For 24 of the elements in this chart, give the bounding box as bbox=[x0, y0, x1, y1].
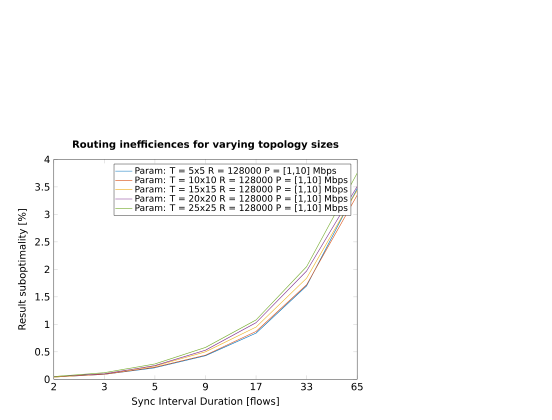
y-tick-label: 2 bbox=[44, 265, 50, 273]
legend-label: Param: T = 5x5 R = 128000 P = [1,10] Mbps bbox=[135, 166, 336, 176]
y-tick-label: 1 bbox=[45, 320, 50, 328]
chart-title: Routing inefficiences for varying topology sizes bbox=[73, 140, 338, 150]
legend-label: Param: T = 20x20 R = 128000 P = [1,10] Mbps bbox=[135, 194, 348, 204]
y-tick-label: 3.5 bbox=[35, 182, 50, 190]
y-tick-label: 4 bbox=[44, 156, 50, 163]
x-tick-label: 5 bbox=[152, 382, 158, 390]
legend-label: Param: T = 10x10 R = 128000 P = [1,10] Mbps bbox=[135, 176, 348, 185]
x-axis-title: Sync Interval Duration [flows] bbox=[132, 397, 279, 407]
y-tick-label: 0 bbox=[44, 375, 50, 383]
y-tick-label: 3 bbox=[44, 210, 50, 218]
y-axis-title: Result suboptimality [%] bbox=[18, 208, 28, 330]
x-tick-label: 3 bbox=[102, 382, 107, 390]
legend-label: Param: T = 15x15 R = 128000 P = [1,10] Mbps bbox=[135, 185, 348, 194]
x-tick-label: 2 bbox=[51, 382, 56, 390]
x-tick-label: 17 bbox=[250, 382, 262, 390]
legend-label: Param: T = 25x25 R = 128000 P = [1,10] Mbps bbox=[135, 204, 348, 213]
y-tick-label: 0.5 bbox=[35, 348, 50, 356]
x-tick-label: 65 bbox=[352, 382, 363, 390]
y-tick-label: 2.5 bbox=[35, 238, 50, 246]
y-tick-label: 1.5 bbox=[36, 292, 50, 300]
x-tick-label: 33 bbox=[301, 382, 312, 390]
x-tick-label: 9 bbox=[202, 382, 208, 390]
